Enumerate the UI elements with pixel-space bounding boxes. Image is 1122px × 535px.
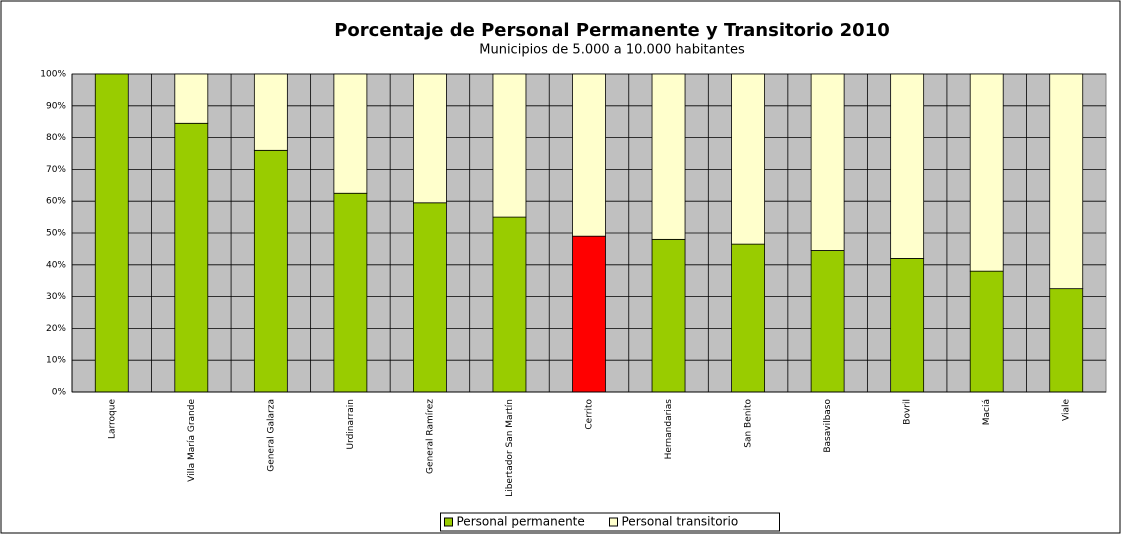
y-tick-label: 30% — [46, 292, 66, 302]
y-tick-label: 70% — [46, 165, 66, 175]
bar-segment — [890, 73, 925, 259]
chart-title: Porcentaje de Personal Permanente y Tran… — [334, 20, 890, 41]
bar-segment — [1049, 73, 1084, 290]
y-tick-label: 100% — [40, 70, 66, 80]
y-tick-label: 60% — [46, 197, 66, 207]
y-tick-label: 0% — [52, 388, 67, 398]
x-tick-label: General Galarza — [266, 399, 276, 472]
bar-segment — [492, 216, 527, 393]
y-tick-label: 50% — [46, 229, 66, 239]
y-tick-label: 90% — [46, 101, 66, 111]
bar-segment — [174, 73, 209, 124]
x-tick-label: Maciá — [982, 399, 992, 425]
bar-segment — [333, 192, 368, 393]
bar-segment — [890, 258, 925, 393]
bar-segment — [651, 238, 686, 393]
bar-segment — [413, 202, 447, 393]
bar-segment — [492, 73, 527, 218]
legend-label: Personal permanente — [457, 515, 585, 529]
legend-swatch — [444, 517, 453, 527]
legend: Personal permanente Personal transitorio — [440, 512, 780, 532]
x-tick-label: San Benito — [744, 399, 754, 448]
bar-segment — [572, 235, 606, 393]
bar-segment — [94, 73, 129, 393]
x-tick-label: Bovril — [903, 399, 913, 425]
bar-segment — [333, 73, 368, 194]
bar-segment — [810, 250, 845, 393]
x-tick-label: Larroque — [107, 399, 117, 439]
x-tick-label: Hernandarias — [664, 399, 674, 460]
x-tick-label: Viale — [1062, 399, 1072, 421]
legend-label: Personal transitorio — [622, 515, 739, 529]
y-tick-label: 40% — [46, 260, 66, 270]
bar-segment — [810, 73, 845, 251]
y-tick-label: 20% — [46, 324, 66, 334]
bar-segment — [174, 122, 209, 393]
y-tick-label: 80% — [46, 133, 66, 143]
x-tick-label: Basavilbaso — [823, 399, 833, 453]
bar-segment — [572, 73, 606, 237]
bar-segment — [253, 73, 288, 151]
legend-swatch — [609, 517, 618, 527]
bar-segment — [1049, 288, 1084, 393]
bar-segment — [969, 73, 1004, 272]
x-tick-label: Villa María Grande — [187, 399, 197, 482]
bar-segment — [651, 73, 686, 240]
chart-subtitle: Municipios de 5.000 a 10.000 habitantes — [479, 43, 745, 58]
x-tick-label: General Ramírez — [425, 399, 435, 474]
bar-segment — [253, 149, 288, 393]
bar-segment — [969, 270, 1004, 393]
bar-segment — [413, 73, 447, 204]
bar-segment — [731, 73, 765, 245]
bar-segment — [731, 243, 765, 393]
x-tick-label: Libertador San Martín — [505, 399, 515, 497]
y-tick-label: 10% — [46, 356, 66, 366]
x-tick-label: Urdinarrain — [346, 399, 356, 450]
x-tick-label: Cerrito — [585, 399, 595, 430]
